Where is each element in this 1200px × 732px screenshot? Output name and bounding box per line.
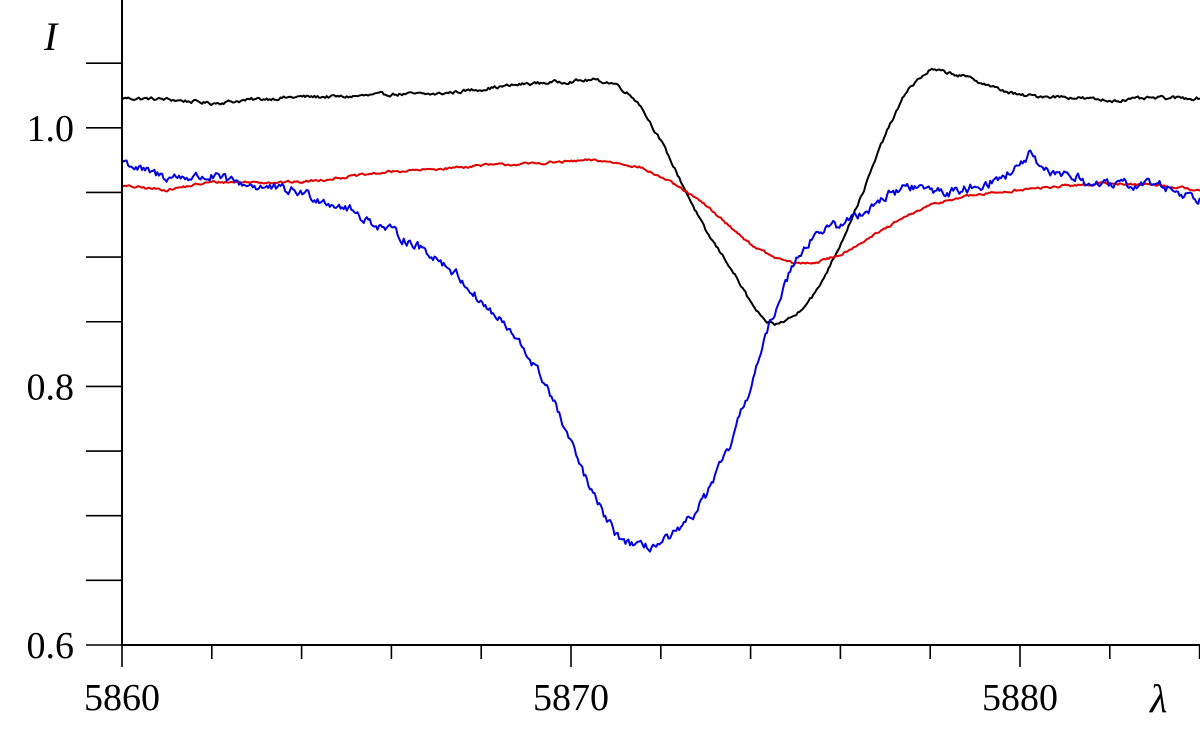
x-axis-label: λ: [1149, 676, 1167, 721]
spectrum-line-1: [121, 67, 1200, 326]
series-group: [121, 67, 1200, 553]
y-tick-label: 1.0: [27, 108, 75, 150]
x-tick-label: 5870: [533, 677, 609, 719]
y-axis-label: I: [43, 14, 59, 59]
spectrum-line-2: [121, 158, 1200, 265]
y-tick-label: 0.6: [27, 625, 75, 667]
ticks-group: 5860 5870 5880 0.6 0.8 1.0: [27, 62, 1200, 719]
spectrum-line-3: [121, 149, 1200, 553]
x-tick-label: 5880: [982, 677, 1058, 719]
x-tick-label: 5860: [84, 677, 160, 719]
y-tick-label: 0.8: [27, 366, 75, 408]
plot-area: 5860 5870 5880 0.6 0.8 1.0: [27, 0, 1200, 719]
